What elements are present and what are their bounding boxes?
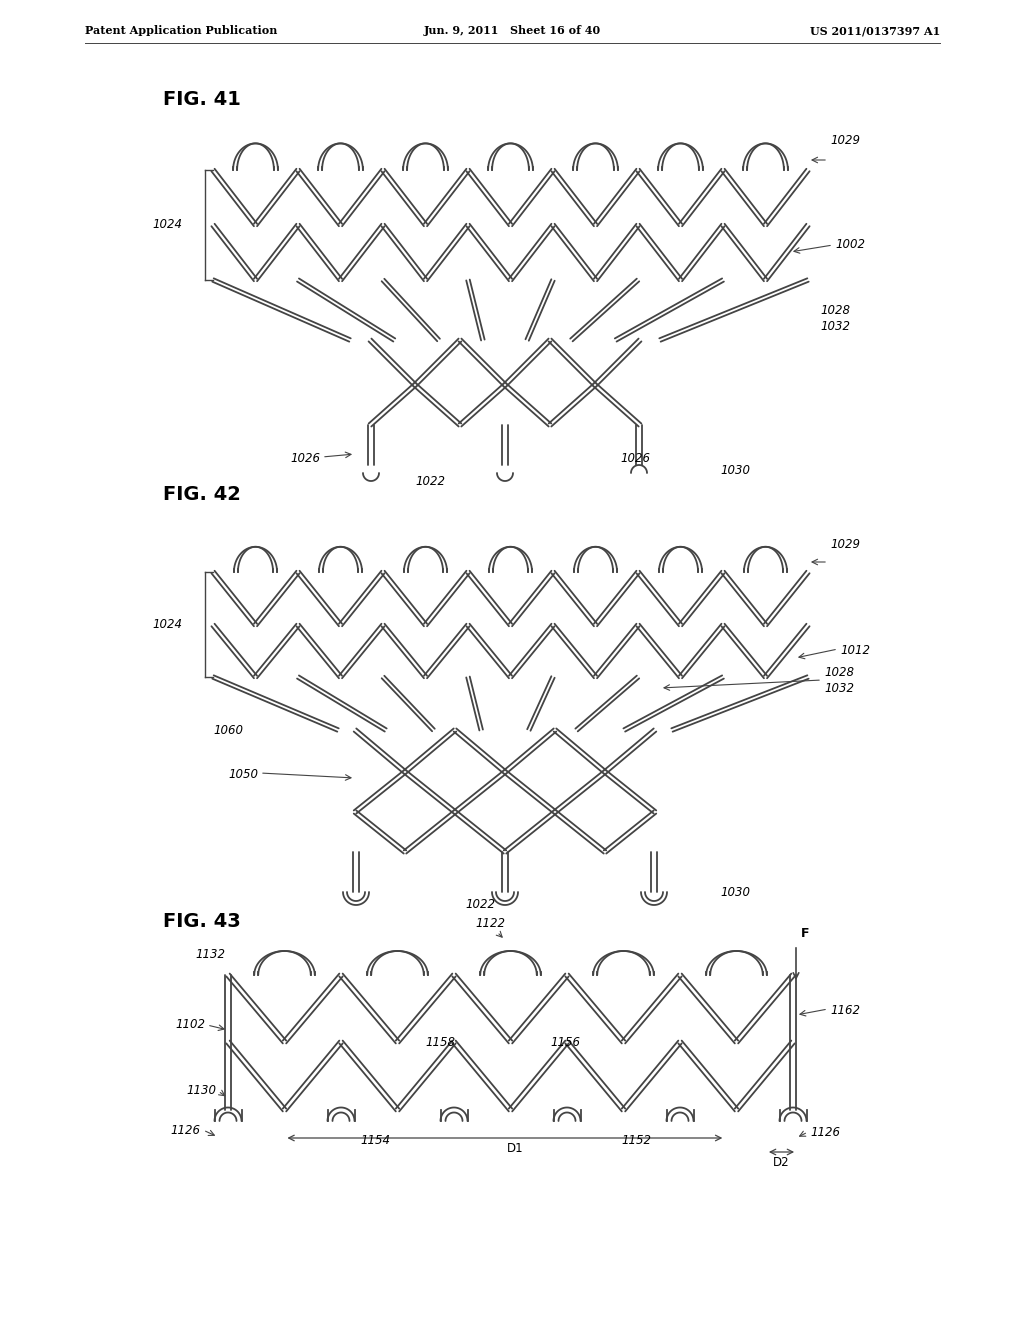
Text: US 2011/0137397 A1: US 2011/0137397 A1 xyxy=(810,25,940,36)
Text: Patent Application Publication: Patent Application Publication xyxy=(85,25,278,36)
Text: D1: D1 xyxy=(507,1142,523,1155)
Text: 1032: 1032 xyxy=(824,681,854,694)
Text: FIG. 41: FIG. 41 xyxy=(163,90,241,110)
Text: 1126: 1126 xyxy=(810,1126,840,1138)
Text: FIG. 43: FIG. 43 xyxy=(163,912,241,931)
Text: 1152: 1152 xyxy=(621,1134,651,1147)
Text: F: F xyxy=(801,927,810,940)
Text: 1030: 1030 xyxy=(720,463,750,477)
Text: 1028: 1028 xyxy=(824,665,854,678)
Text: 1024: 1024 xyxy=(152,619,182,631)
Text: 1026: 1026 xyxy=(620,451,650,465)
Text: 1156: 1156 xyxy=(550,1036,580,1049)
Text: FIG. 42: FIG. 42 xyxy=(163,484,241,504)
Text: 1122: 1122 xyxy=(475,917,505,931)
Text: 1030: 1030 xyxy=(720,886,750,899)
Text: 1012: 1012 xyxy=(840,644,870,656)
Text: 1028: 1028 xyxy=(820,304,850,317)
Text: 1158: 1158 xyxy=(425,1036,455,1049)
Text: 1060: 1060 xyxy=(213,723,243,737)
Text: 1029: 1029 xyxy=(830,133,860,147)
Text: 1132: 1132 xyxy=(195,949,225,961)
Text: 1154: 1154 xyxy=(360,1134,390,1147)
Text: 1002: 1002 xyxy=(835,239,865,252)
Text: 1026: 1026 xyxy=(290,451,319,465)
Text: 1022: 1022 xyxy=(465,898,495,911)
Text: 1022: 1022 xyxy=(415,475,445,488)
Text: 1126: 1126 xyxy=(170,1123,200,1137)
Text: 1050: 1050 xyxy=(228,767,258,780)
Text: 1130: 1130 xyxy=(186,1084,216,1097)
Text: 1102: 1102 xyxy=(175,1019,205,1031)
Text: Jun. 9, 2011   Sheet 16 of 40: Jun. 9, 2011 Sheet 16 of 40 xyxy=(424,25,600,36)
Text: 1024: 1024 xyxy=(152,219,182,231)
Text: 1032: 1032 xyxy=(820,321,850,334)
Text: D2: D2 xyxy=(773,1156,790,1170)
Text: 1162: 1162 xyxy=(830,1003,860,1016)
Text: 1029: 1029 xyxy=(830,539,860,552)
